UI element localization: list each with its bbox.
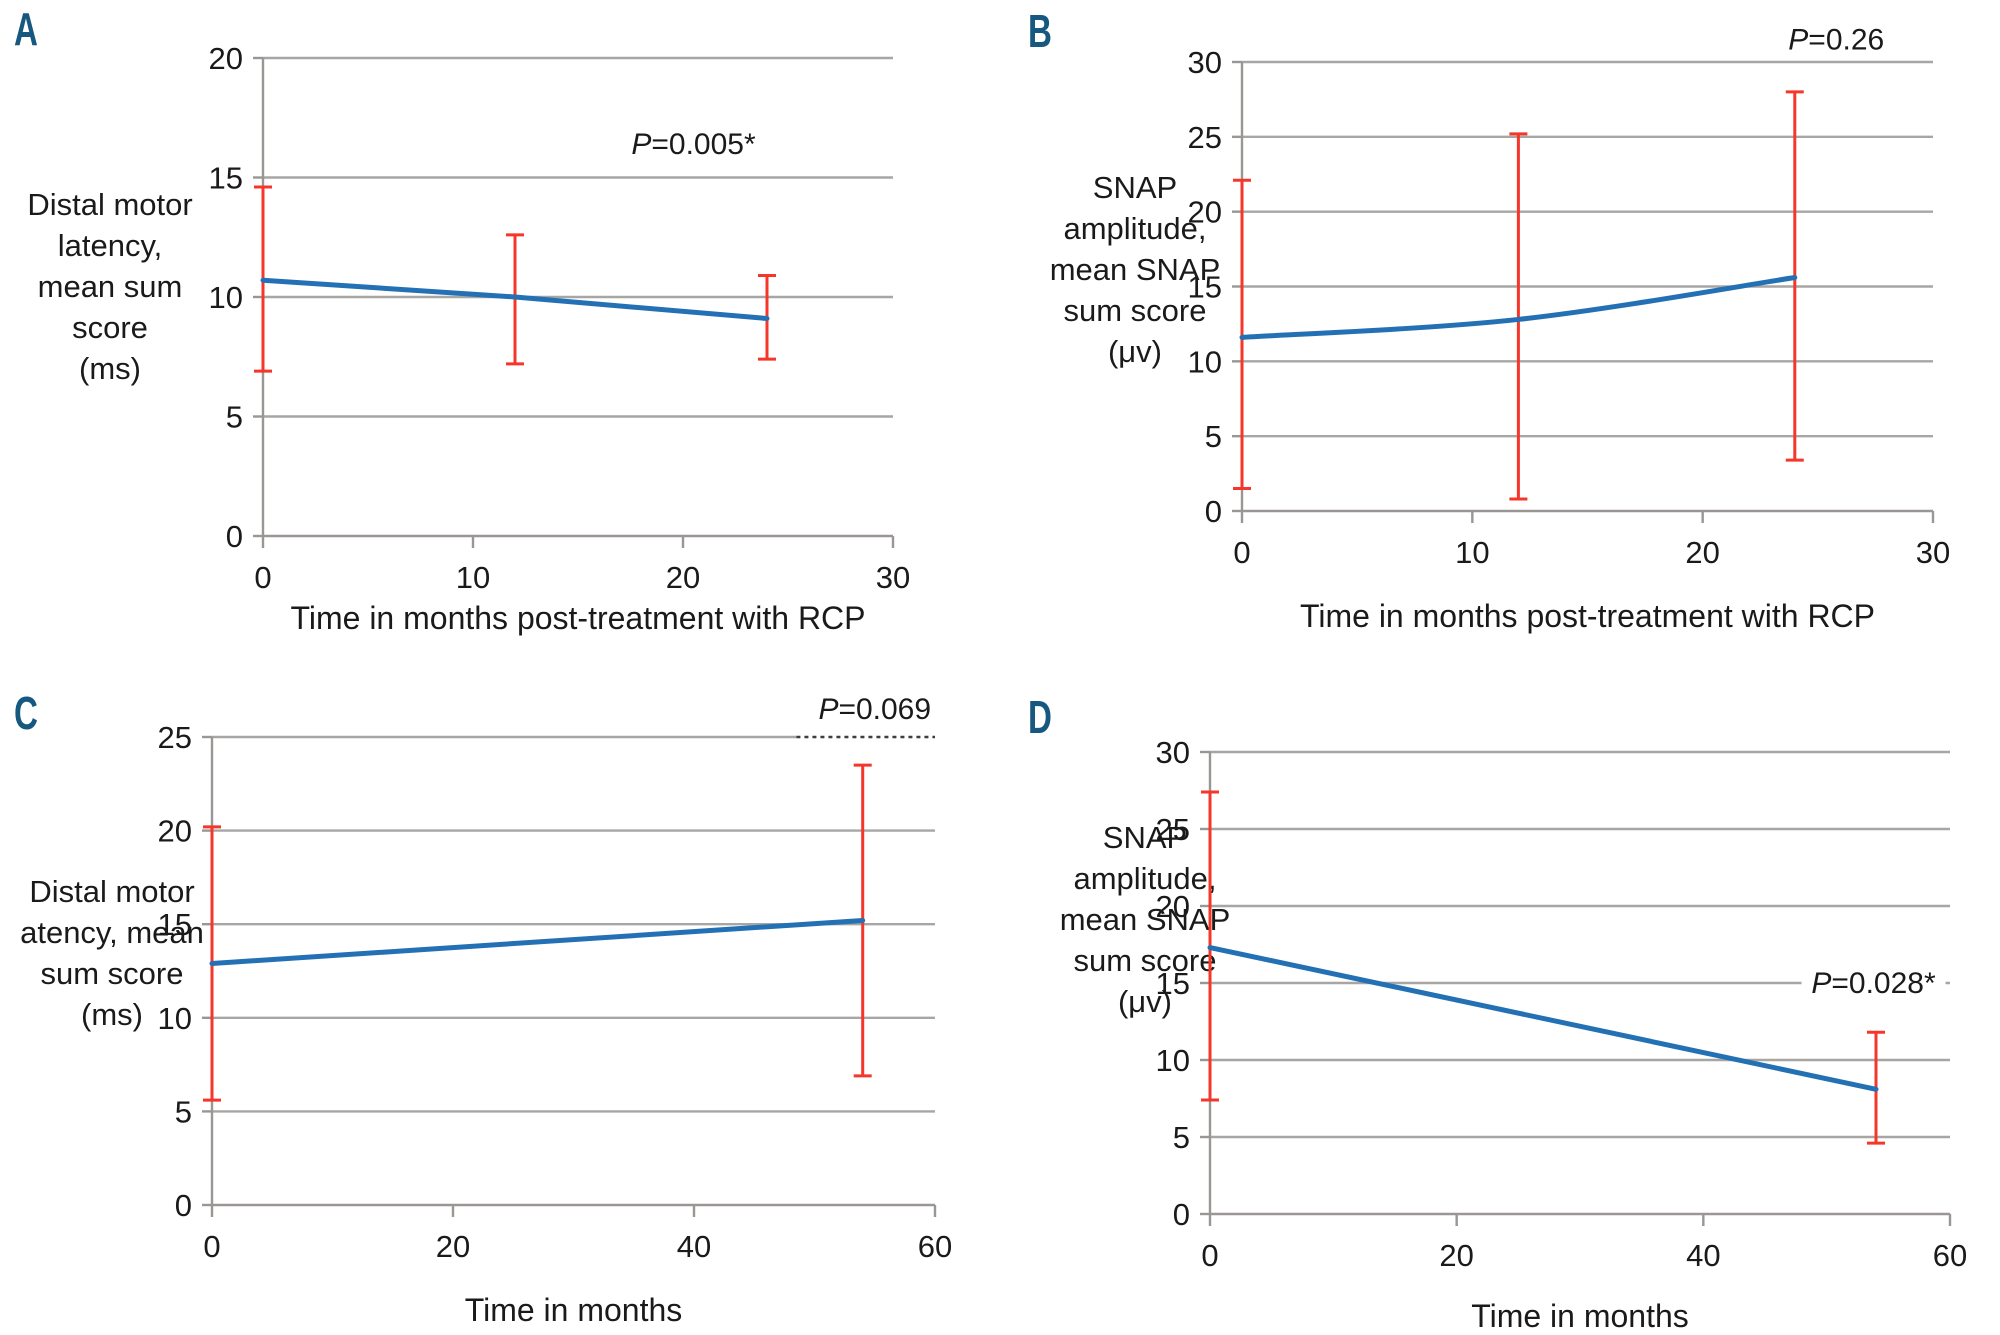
y-axis-label-a: Distal motor latency, mean sum score (ms… <box>27 187 193 386</box>
x-tick-label: 20 <box>436 1229 470 1264</box>
y-tick-label: 20 <box>209 41 243 76</box>
x-tick-label: 40 <box>677 1229 711 1264</box>
x-tick-label: 60 <box>918 1229 952 1264</box>
y-tick-label: 15 <box>158 907 192 942</box>
x-tick-label: 20 <box>1685 535 1719 570</box>
y-tick-label: 25 <box>1156 812 1190 847</box>
y-tick-label: 0 <box>1173 1197 1190 1232</box>
panel-a: A Distal motor latency, mean sum score (… <box>0 0 1000 665</box>
y-tick-label: 15 <box>209 161 243 196</box>
y-tick-label: 20 <box>1156 889 1190 924</box>
y-tick-label: 15 <box>1188 270 1222 305</box>
panel-letter-d: D <box>1028 691 1052 743</box>
y-tick-label: 10 <box>1188 344 1222 379</box>
y-tick-label: 5 <box>1205 419 1222 454</box>
x-tick-label: 30 <box>1916 535 1950 570</box>
p-value-label: P=0.26 <box>1788 24 1884 57</box>
x-tick-label: 60 <box>1933 1238 1967 1273</box>
y-tick-label: 5 <box>175 1094 192 1129</box>
panel-b: B SNAP amplitude, mean SNAP sum score (μ… <box>1000 0 2000 665</box>
x-axis-title-a: Time in months post-treatment with RCP <box>290 600 866 636</box>
error-bar <box>1233 178 1251 491</box>
x-tick-label: 20 <box>1439 1238 1473 1273</box>
panel-c: C Distal motor atency, mean sum score (m… <box>0 670 1000 1335</box>
chart-c: 0 5 10 15 20 25 0 20 40 60 P=0.069 <box>158 693 953 1264</box>
y-tick-label: 0 <box>226 519 243 554</box>
error-bar <box>1509 132 1528 501</box>
panel-d: D SNAP amplitude, mean SNAP sum score (μ… <box>1000 670 2000 1335</box>
x-tick-label: 30 <box>876 560 910 595</box>
y-tick-label: 5 <box>1173 1120 1190 1155</box>
p-value-label: P=0.069 <box>818 693 931 726</box>
x-tick-label: 0 <box>203 1229 220 1264</box>
chart-d: 0 5 10 15 20 25 30 0 20 40 60 P=0.028* <box>1156 735 1968 1273</box>
chart-b: 0 5 10 15 20 25 30 0 10 20 30 P=0.26 <box>1188 24 1951 570</box>
x-tick-label: 0 <box>254 560 271 595</box>
p-value-label: P=0.005* <box>631 128 756 161</box>
y-tick-label: 30 <box>1156 735 1190 770</box>
x-axis-title-c: Time in months <box>464 1292 683 1328</box>
x-axis-title-d: Time in months <box>1471 1298 1689 1334</box>
mean-line <box>1207 945 1879 1092</box>
x-tick-label: 10 <box>456 560 490 595</box>
y-tick-label: 25 <box>1188 120 1222 155</box>
x-tick-label: 0 <box>1201 1238 1218 1273</box>
panel-letter-b: B <box>1028 5 1052 57</box>
x-axis-title-b: Time in months post-treatment with RCP <box>1300 598 1875 634</box>
y-tick-label: 10 <box>158 1001 192 1036</box>
mean-line <box>209 917 866 967</box>
y-tick-label: 10 <box>1156 1043 1190 1078</box>
y-tick-label: 25 <box>158 720 192 755</box>
x-tick-label: 0 <box>1233 535 1250 570</box>
y-axis-label-b: SNAP amplitude, mean SNAP sum score (μv) <box>1049 170 1221 369</box>
x-tick-label: 10 <box>1455 535 1489 570</box>
y-tick-label: 0 <box>1205 494 1222 529</box>
mean-line <box>260 277 770 322</box>
y-axis-label-c: Distal motor atency, mean sum score (ms) <box>20 874 204 1032</box>
y-axis-label-d: SNAP amplitude, mean SNAP sum score (μv) <box>1059 820 1231 1019</box>
x-tick-label: 40 <box>1686 1238 1720 1273</box>
y-tick-label: 20 <box>158 814 192 849</box>
y-tick-label: 0 <box>175 1188 192 1223</box>
y-tick-label: 30 <box>1188 45 1222 80</box>
y-tick-label: 10 <box>209 280 243 315</box>
mean-line <box>1239 275 1798 340</box>
p-value-label: P=0.028* <box>1811 967 1936 1000</box>
y-tick-label: 20 <box>1188 195 1222 230</box>
panel-letter-c: C <box>14 687 38 739</box>
panel-letter-a: A <box>14 3 38 55</box>
y-tick-label: 15 <box>1156 966 1190 1001</box>
y-tick-label: 5 <box>226 400 243 435</box>
chart-a: 0 5 10 15 20 0 10 20 30 P=0.005* <box>209 41 911 595</box>
x-tick-label: 20 <box>666 560 700 595</box>
